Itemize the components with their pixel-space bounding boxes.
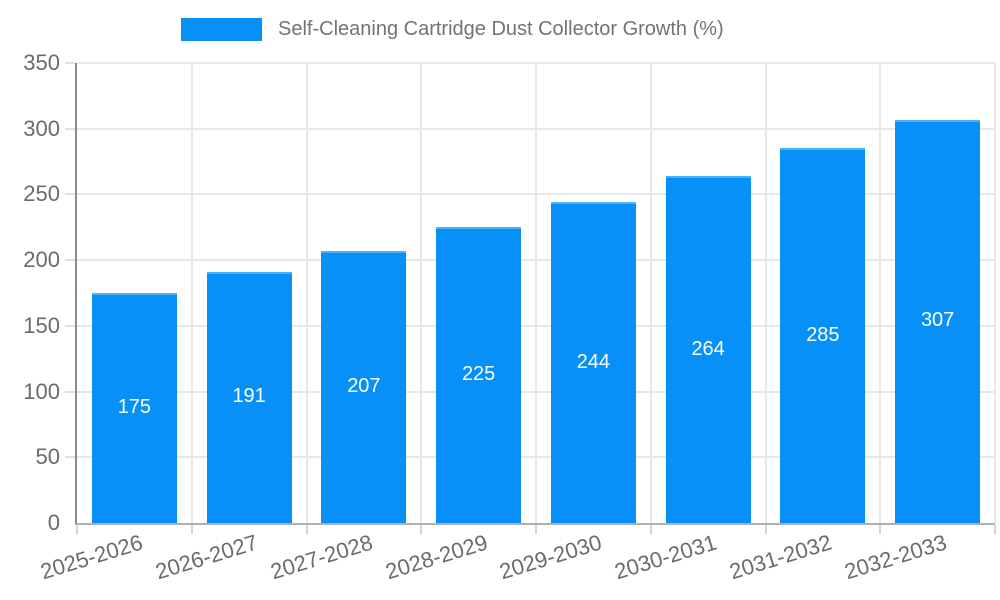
y-axis-tick — [65, 390, 75, 393]
bar-2031-2032[interactable] — [780, 148, 866, 523]
y-axis-tick — [65, 456, 75, 459]
gridline-vertical — [649, 63, 652, 523]
y-axis-tick — [65, 62, 75, 64]
legend[interactable]: Self-Cleaning Cartridge Dust Collector G… — [181, 18, 724, 41]
legend-label: Self-Cleaning Cartridge Dust Collector G… — [278, 18, 724, 40]
bar-value-label: 244 — [576, 350, 611, 373]
bar-value-label: 264 — [691, 337, 725, 360]
bar-value-label: 207 — [347, 374, 381, 397]
bar-value-label: 175 — [117, 396, 152, 418]
gridline-vertical — [420, 63, 423, 523]
y-axis-tick-label: 0 — [47, 510, 60, 535]
y-axis-tick — [65, 193, 75, 196]
y-axis-tick-label: 300 — [23, 115, 60, 141]
gridline-vertical — [764, 63, 767, 523]
gridline-vertical — [535, 63, 537, 523]
y-axis-tick-label: 200 — [23, 247, 60, 273]
x-axis-tick — [305, 525, 308, 534]
y-axis-tick-label: 250 — [23, 181, 60, 207]
bar-2028-2029[interactable] — [436, 227, 522, 523]
bar-2032-2033[interactable] — [895, 119, 981, 523]
y-axis-tick-label: 350 — [23, 50, 60, 75]
x-axis-tick — [535, 525, 537, 534]
bar-2030-2031[interactable] — [665, 176, 751, 523]
gridline-vertical — [879, 63, 882, 523]
y-axis-tick — [65, 324, 75, 327]
x-axis-tick — [649, 525, 652, 534]
gridline-vertical — [190, 63, 193, 523]
plot-area: 175 191 207 225 244 264 285 307 — [65, 62, 996, 534]
legend-swatch-icon — [181, 18, 262, 41]
bar-value-label: 285 — [806, 323, 840, 346]
bar-2029-2030[interactable] — [550, 202, 636, 523]
y-axis-tick — [65, 259, 75, 262]
x-axis-tick — [879, 525, 882, 534]
x-axis-tick — [420, 525, 423, 534]
bar-value-label: 307 — [920, 309, 955, 332]
gridline-vertical — [305, 63, 308, 523]
y-axis-tick-label: 50 — [35, 444, 60, 470]
bar-2026-2027[interactable] — [206, 271, 292, 523]
y-axis-tick-label: 100 — [23, 378, 60, 404]
bar-value-label: 225 — [461, 363, 496, 386]
y-axis-tick — [65, 127, 75, 130]
x-axis-tick — [764, 525, 767, 534]
bar-2025-2026[interactable] — [91, 293, 177, 523]
y-axis-tick-label: 150 — [23, 312, 60, 338]
bar-value-label: 191 — [232, 385, 266, 408]
bar-2027-2028[interactable] — [321, 250, 407, 523]
x-axis-tick — [994, 525, 996, 534]
gridline-vertical — [994, 63, 996, 523]
x-axis-tick — [76, 525, 78, 534]
x-axis-tick — [190, 525, 193, 534]
